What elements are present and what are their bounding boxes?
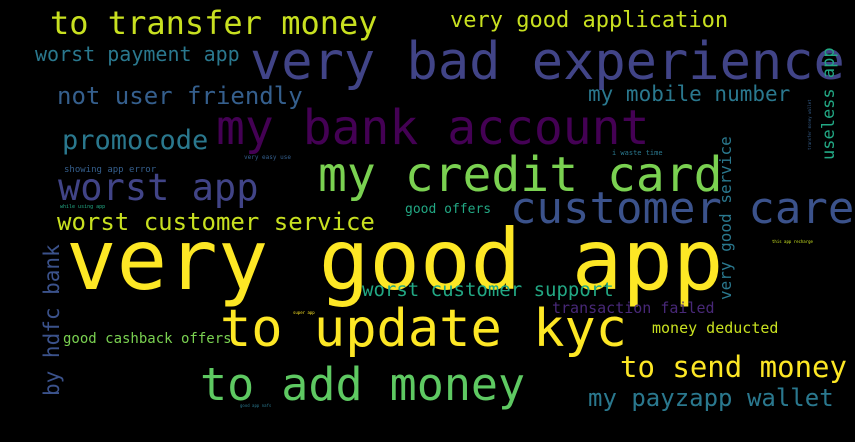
- phrase-good-cashback-offers: good cashback offers: [63, 331, 232, 347]
- phrase-my-credit-card: my credit card: [318, 147, 723, 203]
- phrase-by-hdfc-bank: by hdfc bank: [40, 244, 64, 396]
- phrase-not-user-friendly: not user friendly: [57, 82, 303, 110]
- phrase-good-offers: good offers: [405, 202, 492, 217]
- phrase-very-good-app: very good app: [66, 211, 724, 309]
- phrase-promocode: promocode: [62, 125, 209, 156]
- phrase-very-bad-experience: very bad experience: [250, 32, 845, 92]
- phrase-to-add-money: to add money: [200, 358, 526, 411]
- phrase-good-app-nafs: good app nafs: [240, 403, 272, 408]
- phrase-to-transfer-money: to transfer money: [50, 4, 378, 42]
- phrase-showing-app-error: showing app error: [64, 165, 157, 175]
- phrase-worst-payment-app: worst payment app: [35, 42, 240, 66]
- phrase-worst-customer-service: worst customer service: [57, 208, 375, 236]
- phrase-very-good-service: very good service: [716, 136, 735, 300]
- phrase-worst-customer-support: worst customer support: [362, 279, 614, 301]
- phrase-while-using-app: while using app: [60, 204, 106, 210]
- phrase-useless-app: useless app: [819, 47, 839, 160]
- phrase-to-update-kyc: to update kyc: [220, 299, 627, 359]
- phrase-money-deducted: money deducted: [652, 319, 779, 337]
- phrase-very-good-application: very good application: [450, 8, 729, 33]
- phrase-to-send-money: to send money: [620, 350, 847, 384]
- phrase-i-waste-time: i waste time: [612, 149, 663, 157]
- phrase-super-app: super app: [293, 310, 315, 315]
- phrase-worst-app: worst app: [58, 166, 259, 209]
- phrase-this-app-recharge: this app recharge: [772, 239, 813, 244]
- phrase-very-easy-use: very easy use: [244, 154, 291, 161]
- phrase-transaction-failed: transaction failed: [552, 299, 715, 317]
- phrase-my-mobile-number: my mobile number: [588, 82, 791, 106]
- phrase-transfer-money-wallet: transfer money wallet: [807, 99, 812, 150]
- phrase-my-payzapp-wallet: my payzapp wallet: [588, 384, 834, 412]
- phrase-customer-care: customer care: [510, 183, 855, 234]
- phrase-my-bank-account: my bank account: [216, 100, 650, 156]
